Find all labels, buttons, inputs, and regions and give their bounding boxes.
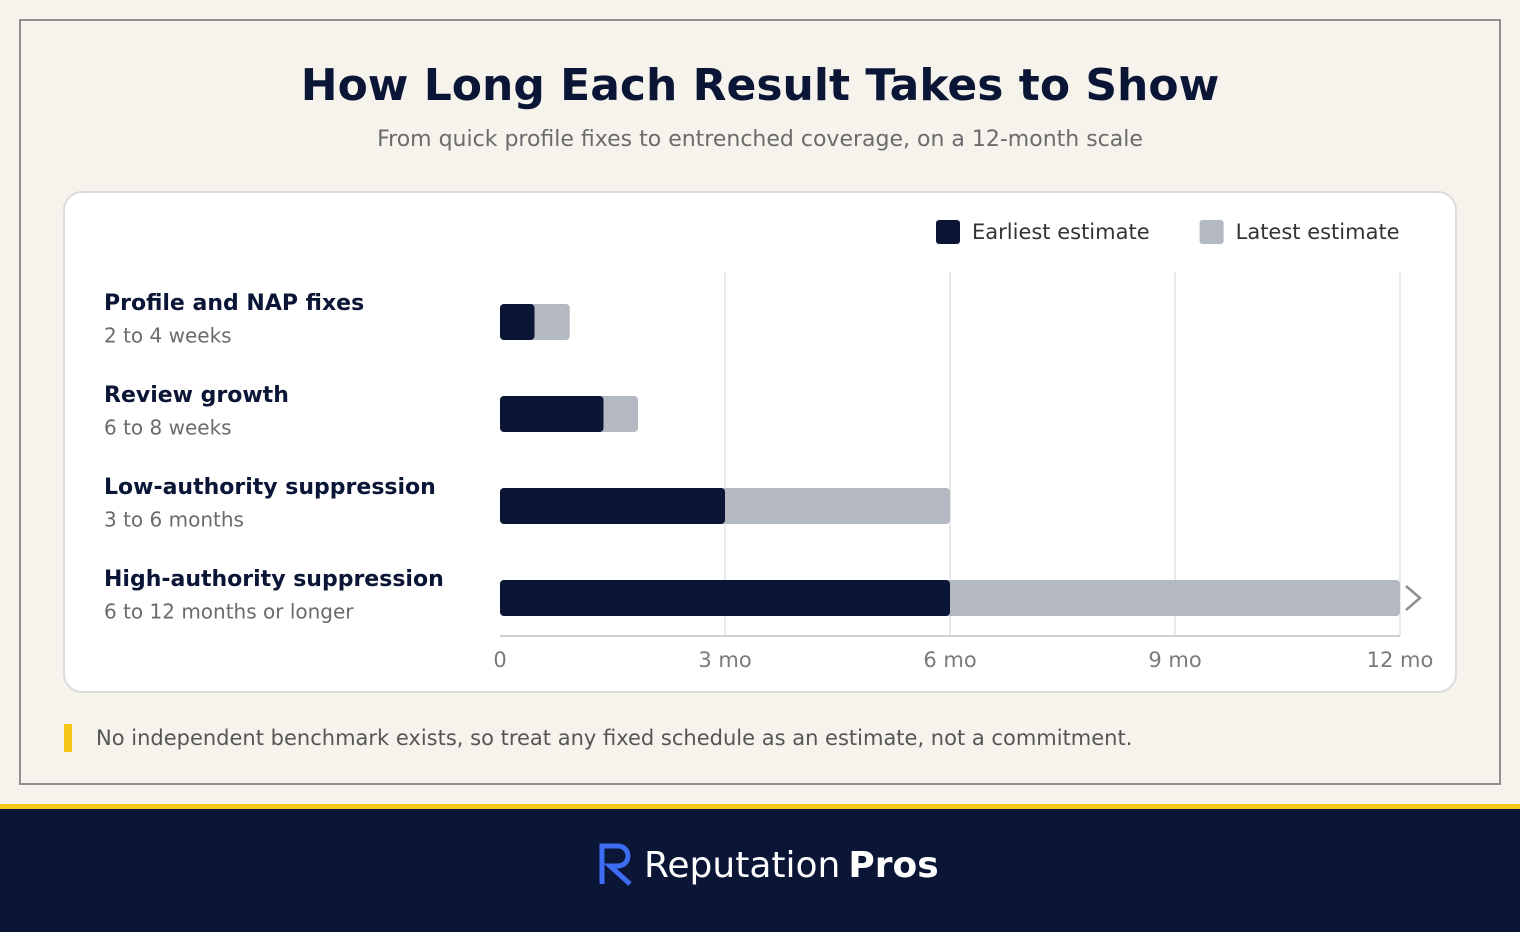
chart-subtitle: From quick profile fixes to entrenched c… (377, 127, 1143, 152)
note-marker (64, 724, 72, 752)
x-tick-label: 9 mo (1148, 648, 1201, 672)
x-tick-label: 3 mo (698, 648, 751, 672)
category-label: Low-authority suppression (104, 475, 436, 500)
chart-title: How Long Each Result Takes to Show (301, 60, 1220, 111)
category-description: 2 to 4 weeks (104, 324, 232, 348)
x-tick-label: 0 (493, 648, 506, 672)
logo: Reputation Pros (644, 845, 939, 886)
category-label: High-authority suppression (104, 567, 444, 592)
x-tick-label: 6 mo (923, 648, 976, 672)
bar (500, 396, 604, 432)
bar (500, 304, 535, 340)
continues-arrow (1405, 585, 1422, 611)
category-label: Review growth (104, 383, 289, 408)
legend-swatch (936, 220, 960, 244)
category-description: 6 to 8 weeks (104, 416, 232, 440)
footer-rule (0, 804, 1520, 809)
logo-icon (599, 843, 632, 886)
frame (19, 19, 1501, 785)
category-description: 3 to 6 months (104, 508, 244, 532)
legend-swatch (1199, 220, 1224, 244)
note: No independent benchmark exists, so trea… (96, 726, 1132, 750)
plot: Earliest estimate Latest estimate 0 3 mo 6 m… (104, 220, 1433, 672)
legend-label: Latest estimate (1236, 220, 1400, 244)
x-tick-label: 12 mo (1367, 648, 1434, 672)
bar (500, 488, 725, 524)
legend-label: Earliest estimate (972, 220, 1150, 244)
footer (0, 809, 1520, 932)
category-label: Profile and NAP fixes (104, 291, 364, 316)
card (63, 191, 1457, 693)
bar (500, 580, 950, 616)
category-description: 6 to 12 months or longer (104, 600, 354, 624)
logo-name: Reputation (644, 845, 840, 886)
logo-emphasis: Pros (848, 845, 938, 886)
